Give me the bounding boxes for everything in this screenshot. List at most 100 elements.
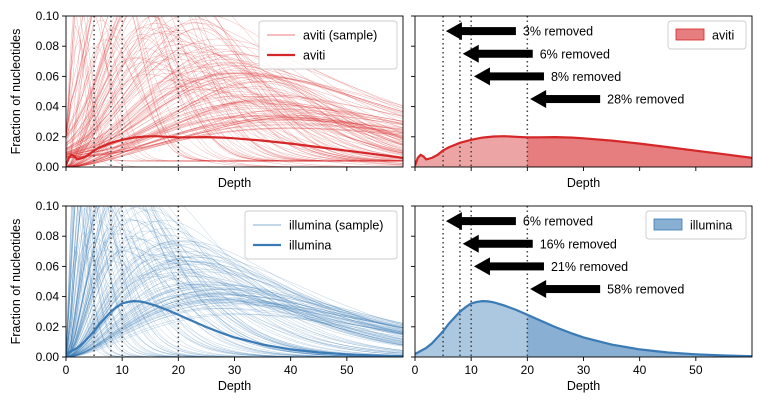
sample-line	[66, 233, 403, 357]
sample-line	[66, 109, 403, 158]
sample-line	[66, 206, 403, 357]
sample-line	[66, 99, 403, 157]
sample-line	[66, 54, 403, 160]
sample-line	[66, 35, 403, 162]
sample-line	[66, 99, 403, 157]
arrow-head	[445, 212, 462, 231]
sample-line	[66, 244, 403, 357]
arrow-shaft	[544, 95, 601, 104]
sample-line	[66, 57, 403, 167]
sample-line	[66, 274, 403, 357]
sample-line	[66, 206, 403, 357]
sample-line	[66, 244, 403, 357]
sample-line	[66, 115, 403, 167]
x-tick-label: 40	[633, 363, 647, 377]
sample-line	[66, 26, 403, 162]
sample-line	[66, 16, 403, 162]
sample-line	[66, 281, 403, 357]
sample-line	[66, 117, 403, 167]
area-fill	[415, 301, 752, 357]
arrow-shaft	[459, 217, 516, 226]
sample-line	[66, 207, 403, 357]
sample-line	[66, 78, 403, 162]
sample-line	[66, 74, 403, 167]
sample-line	[66, 304, 403, 357]
sample-line	[66, 110, 403, 167]
sample-line	[66, 288, 403, 357]
sample-line	[66, 89, 403, 167]
annotation-arrow	[445, 212, 516, 231]
panel-top-right: 3% removed 6% removed 8% removed 28% remove…	[411, 15, 753, 190]
annotation-arrow	[445, 22, 516, 41]
sample-line	[66, 230, 403, 357]
sample-line	[66, 206, 403, 357]
sample-line	[66, 95, 403, 157]
sample-line	[66, 16, 403, 162]
sample-line	[66, 254, 403, 357]
sample-line	[66, 206, 403, 357]
sample-line	[66, 16, 403, 162]
sample-line	[66, 294, 403, 357]
sample-line	[66, 287, 403, 357]
arrow-head	[462, 234, 479, 253]
legend-label: illumina	[690, 219, 732, 233]
sample-line	[66, 16, 403, 162]
legend-box	[645, 210, 747, 240]
sample-line	[66, 66, 403, 161]
sample-line	[66, 112, 403, 167]
sample-line	[66, 72, 403, 162]
sample-line	[66, 121, 403, 167]
sample-line	[66, 206, 403, 357]
sample-line	[66, 74, 403, 155]
sample-line	[66, 44, 403, 162]
sample-line	[66, 206, 403, 357]
sample-line	[66, 38, 403, 167]
sample-line	[66, 299, 403, 357]
sample-line	[66, 16, 403, 162]
sample-line	[66, 206, 403, 357]
sample-line	[66, 206, 403, 357]
annotation-text: 3% removed	[523, 25, 593, 39]
sample-line	[66, 32, 403, 167]
legend-swatch	[675, 28, 705, 41]
y-tick-label: 0.10	[36, 199, 60, 213]
plot-area	[415, 16, 752, 167]
sample-line	[66, 108, 403, 158]
sample-line	[66, 207, 403, 357]
annotation-arrow	[530, 90, 601, 109]
y-tick-label: 0.06	[36, 69, 60, 83]
y-axis-label: Fraction of nucleotides	[9, 219, 23, 345]
sample-line	[66, 68, 403, 167]
arrow-head	[530, 280, 547, 299]
sample-line	[66, 289, 403, 357]
y-tick-label: 0.08	[36, 229, 60, 243]
x-tick-label: 0	[412, 363, 419, 377]
sample-line	[66, 209, 403, 357]
annotation-arrow	[462, 44, 533, 63]
mean-line	[415, 299, 752, 357]
sample-line	[66, 206, 403, 357]
sample-line	[66, 103, 403, 167]
legend: illumina (sample) illumina	[244, 210, 398, 260]
sample-line	[66, 287, 403, 357]
legend-box	[244, 210, 398, 260]
sample-line	[66, 58, 403, 167]
x-tick-label: 50	[689, 363, 703, 377]
legend-label-sample: illumina (sample)	[289, 219, 383, 233]
sample-line	[66, 68, 403, 155]
sample-line	[66, 29, 403, 161]
arrow-head	[473, 257, 490, 276]
y-tick-label: 0.02	[36, 320, 60, 334]
sample-line	[66, 301, 403, 357]
sample-line	[66, 293, 403, 357]
sample-line	[66, 100, 403, 157]
annotation-arrow	[473, 257, 544, 276]
legend-swatch	[653, 218, 683, 231]
legend: aviti	[667, 20, 747, 50]
annotation-arrow	[530, 280, 601, 299]
annotation-text: 16% removed	[540, 237, 617, 251]
legend: illumina	[645, 210, 747, 240]
x-tick-label: 0	[63, 363, 70, 377]
sample-line	[66, 206, 403, 357]
